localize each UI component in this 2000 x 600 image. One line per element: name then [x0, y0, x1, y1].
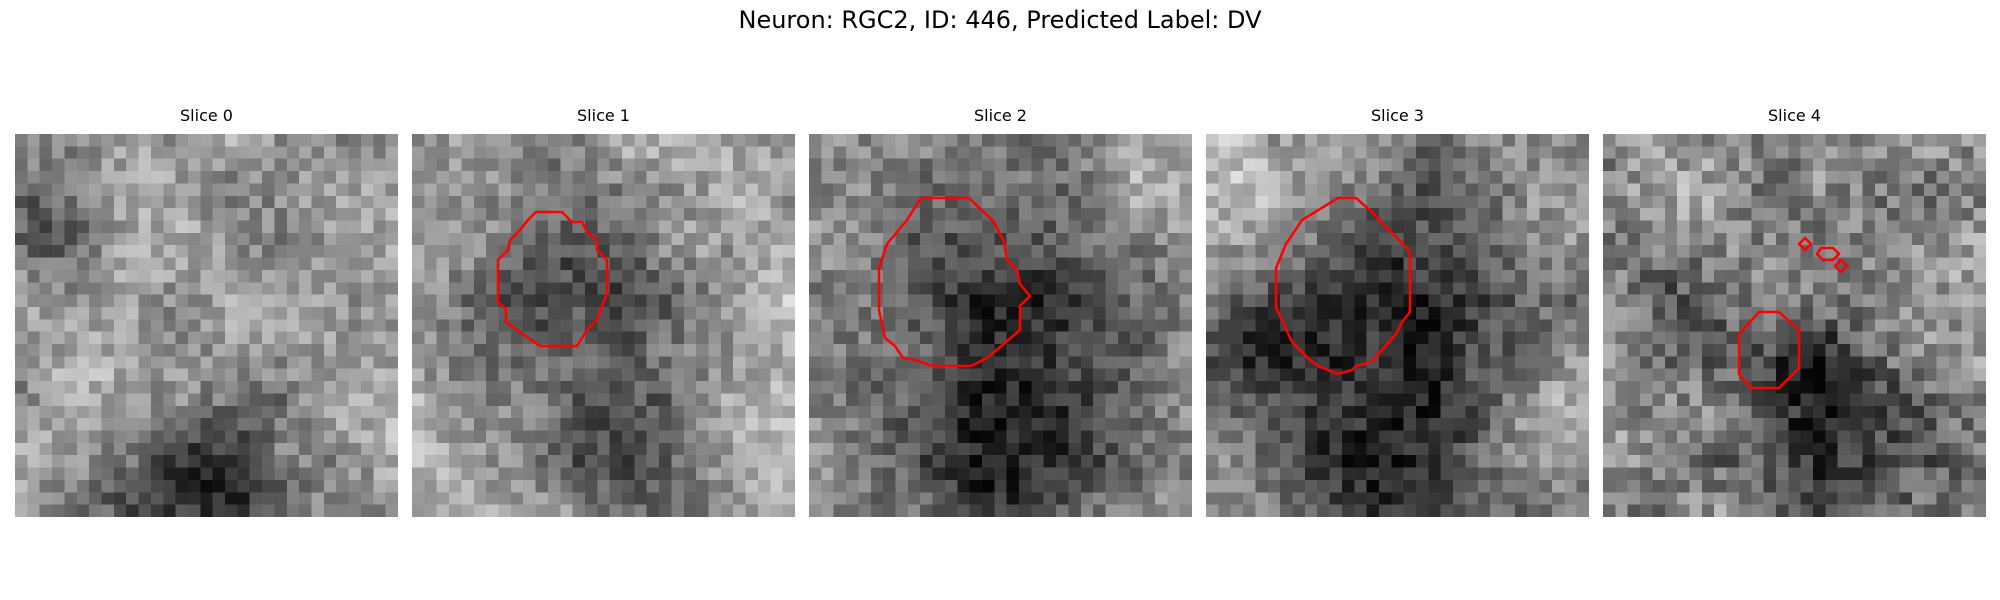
- small-contour: [1815, 246, 1841, 262]
- slice-panel-0: Slice 0: [15, 106, 398, 517]
- slice-title: Slice 3: [1371, 106, 1424, 125]
- neuron-contour: [877, 196, 1032, 368]
- grayscale-image: [809, 134, 1192, 517]
- slice-image: [15, 134, 398, 517]
- contour-overlay: [1274, 196, 1412, 376]
- slice-image: [412, 134, 795, 517]
- slice-panel-3: Slice 3: [1206, 106, 1589, 517]
- small-contour: [1797, 236, 1813, 252]
- neuron-contour: [496, 210, 609, 348]
- grayscale-image: [15, 134, 398, 517]
- slice-panel-2: Slice 2: [809, 106, 1192, 517]
- slice-title: Slice 2: [974, 106, 1027, 125]
- slice-title: Slice 4: [1768, 106, 1821, 125]
- grayscale-image: [1206, 134, 1589, 517]
- slice-panel-4: Slice 4: [1603, 106, 1986, 517]
- contour-overlay: [1737, 236, 1849, 390]
- slice-image: [1603, 134, 1986, 517]
- slice-image: [1206, 134, 1589, 517]
- contour-overlay: [877, 196, 1032, 368]
- figure-title: Neuron: RGC2, ID: 446, Predicted Label: …: [738, 6, 1262, 34]
- grayscale-image: [412, 134, 795, 517]
- slice-title: Slice 1: [577, 106, 630, 125]
- slice-image: [809, 134, 1192, 517]
- slice-panel-1: Slice 1: [412, 106, 795, 517]
- slice-title: Slice 0: [180, 106, 233, 125]
- neuron-contour: [1737, 310, 1801, 390]
- contour-overlay: [496, 210, 609, 348]
- neuron-contour: [1274, 196, 1412, 376]
- small-contour: [1833, 258, 1849, 274]
